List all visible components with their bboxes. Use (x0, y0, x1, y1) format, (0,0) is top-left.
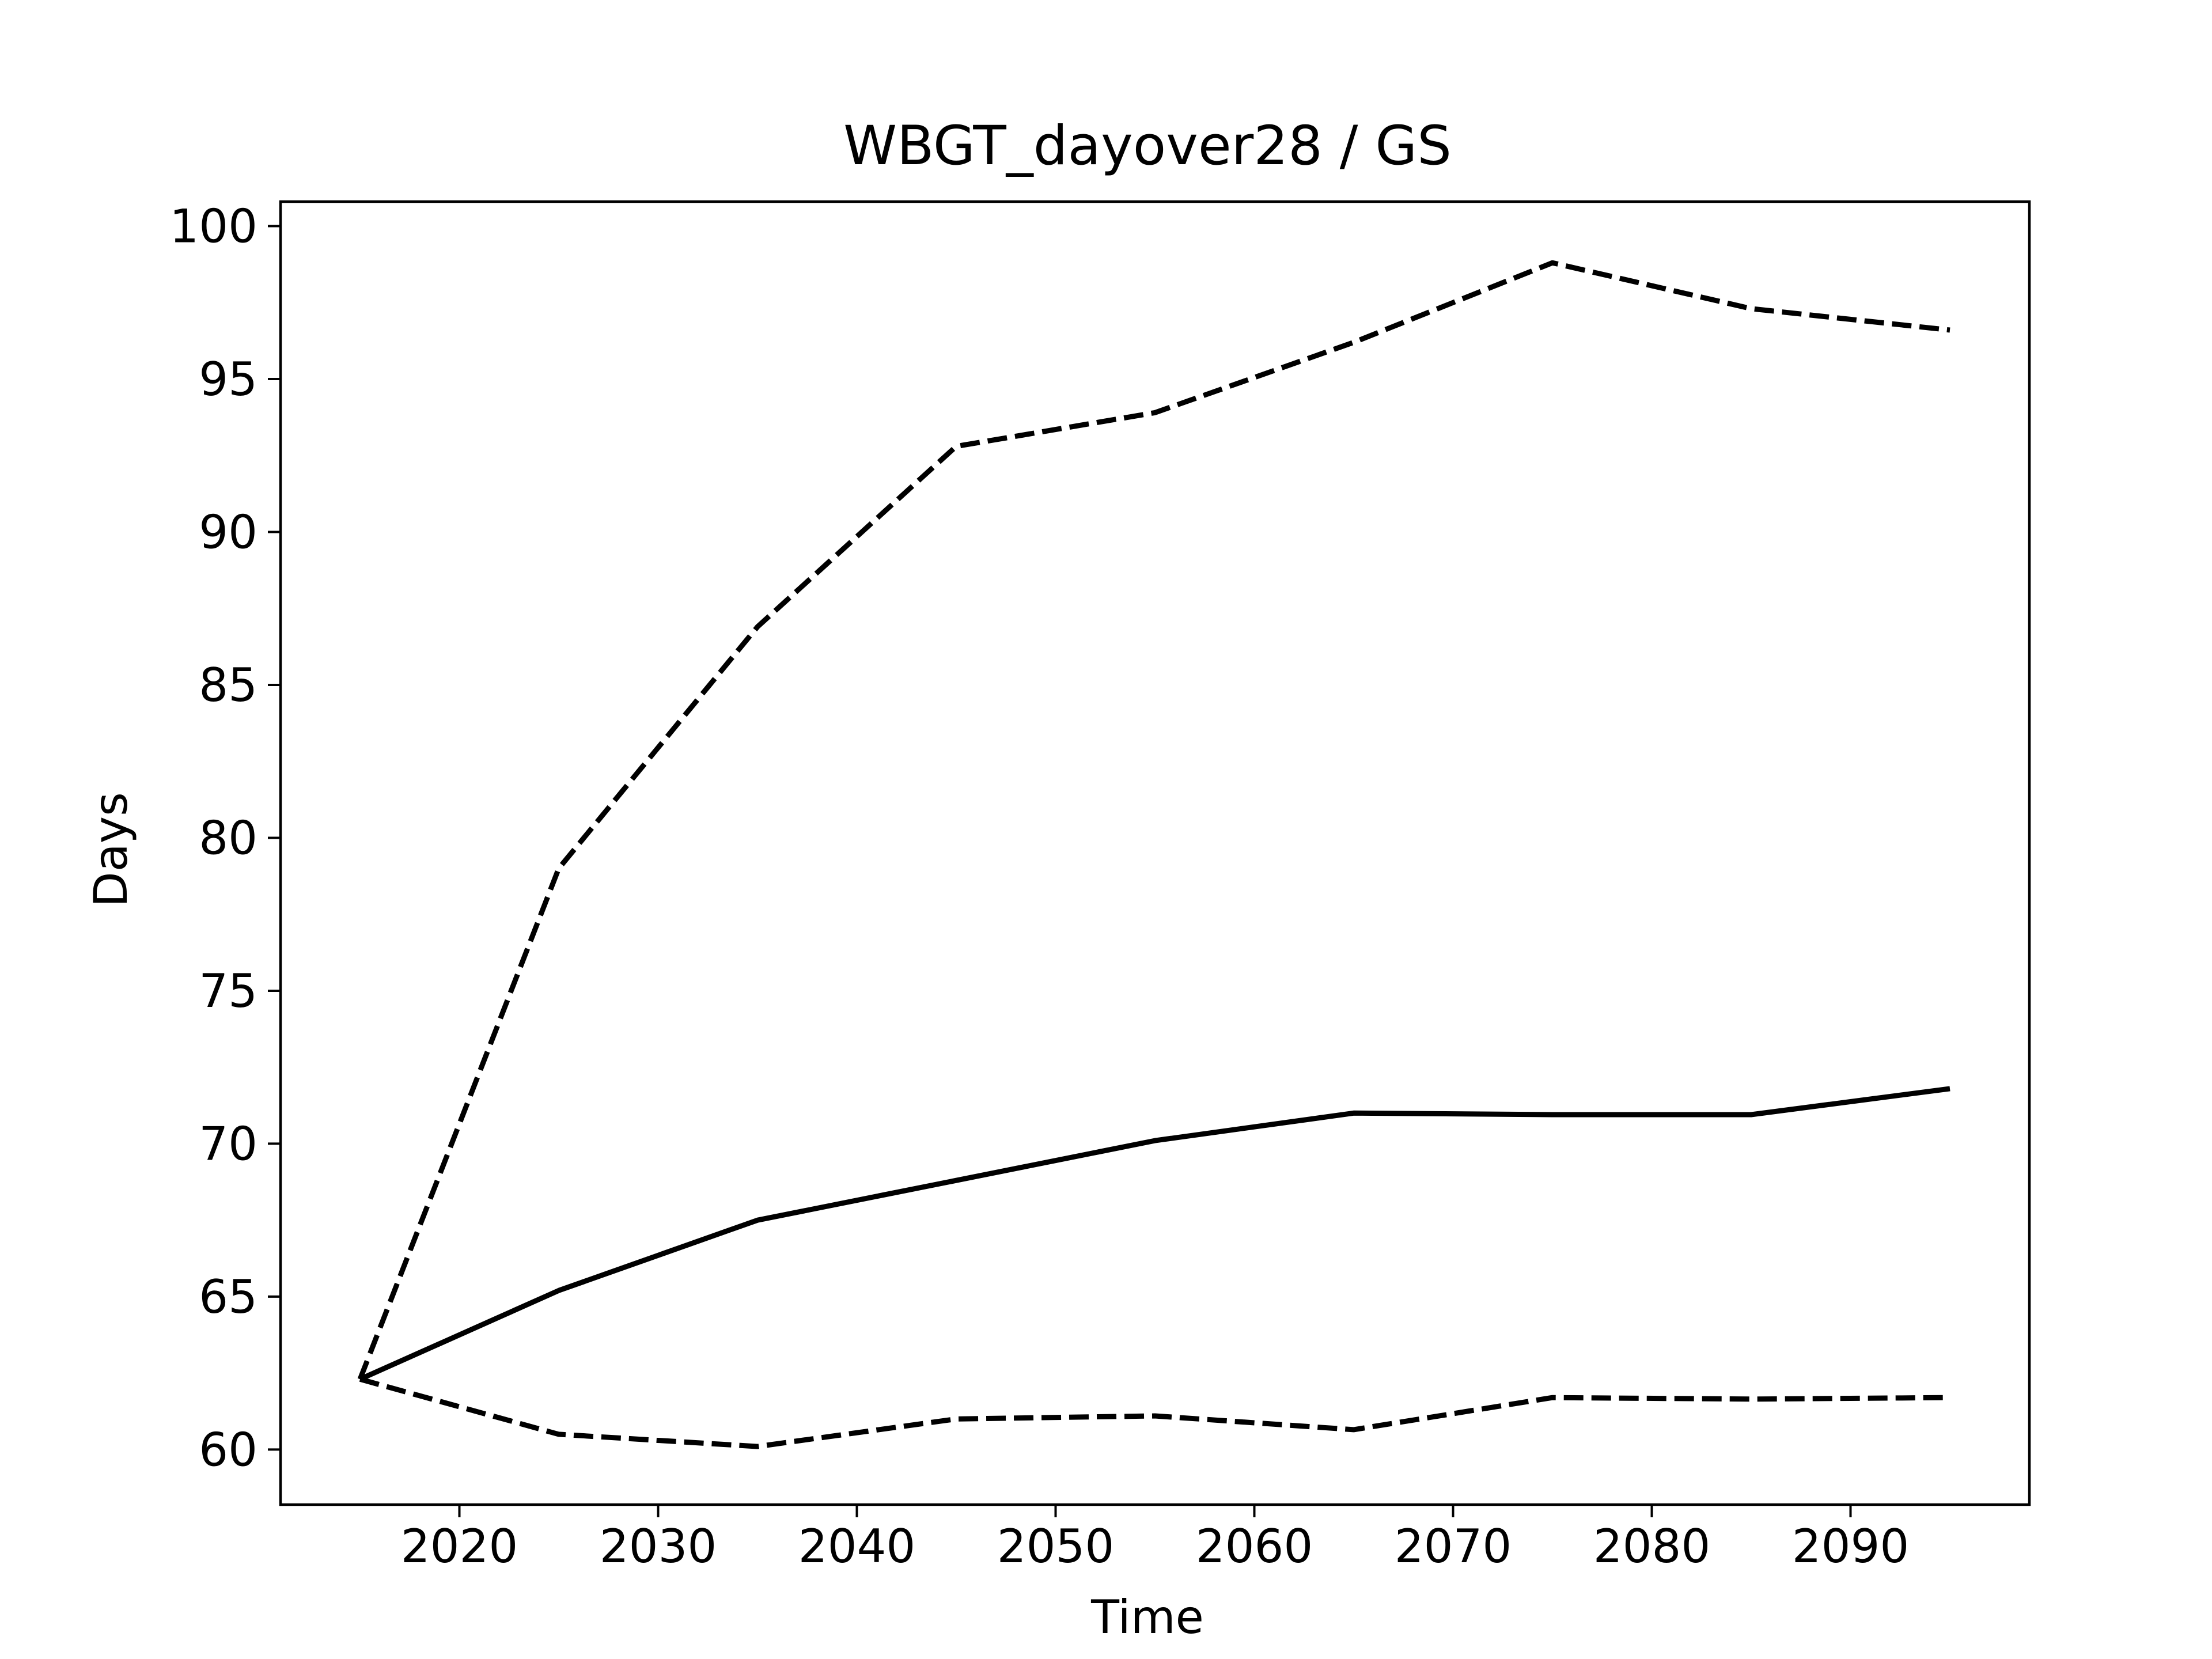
x-tick-label: 2080 (1593, 1520, 1711, 1573)
chart-title: WBGT_dayover28 / GS (843, 115, 1452, 177)
plot-area (279, 200, 2031, 1506)
series-line-1 (357, 260, 1950, 1380)
y-tick-label: 95 (199, 353, 257, 406)
y-tick-label: 70 (199, 1117, 257, 1171)
x-tick-label: 2020 (401, 1520, 518, 1573)
x-tick-label: 2060 (1196, 1520, 1313, 1573)
y-tick-label: 65 (199, 1270, 257, 1324)
y-tick-label: 75 (199, 964, 257, 1018)
x-axis-label: Time (1090, 1590, 1204, 1644)
x-tick-label: 2050 (997, 1520, 1115, 1573)
y-tick-label: 60 (199, 1423, 257, 1476)
y-tick-label: 100 (169, 199, 257, 253)
x-axis: 2020 2030 2040 2050 2060 2070 2080 2090 (401, 1505, 1910, 1573)
y-axis: 60 65 70 75 80 85 90 95 100 (169, 199, 281, 1476)
x-tick-label: 2030 (600, 1520, 717, 1573)
x-tick-label: 2040 (798, 1520, 916, 1573)
y-tick-label: 90 (199, 505, 257, 559)
x-tick-label: 2090 (1792, 1520, 1910, 1573)
x-tick-label: 2070 (1395, 1520, 1512, 1573)
series-line-2 (359, 1086, 1950, 1382)
series-line-3 (359, 1376, 1950, 1449)
y-axis-label: Days (84, 792, 138, 907)
y-tick-label: 80 (199, 811, 257, 865)
plot-frame (279, 200, 2031, 1506)
y-tick-label: 85 (199, 658, 257, 712)
